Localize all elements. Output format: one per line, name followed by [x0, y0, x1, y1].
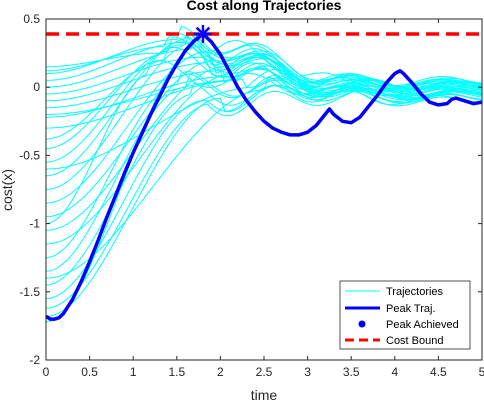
legend-box — [339, 280, 471, 350]
x-tick-label: 0.5 — [81, 365, 98, 379]
y-tick-label: -2 — [29, 353, 40, 367]
trajectory-line — [45, 81, 483, 286]
trajectory-line — [45, 74, 483, 170]
trajectory-line — [45, 52, 483, 218]
x-tick-label: 4.5 — [430, 365, 447, 379]
y-axis-label: cost(x) — [0, 169, 15, 211]
trajectory-line — [45, 89, 483, 309]
x-tick-label: 3 — [304, 365, 311, 379]
axes: 0 0.5 1 1.5 2 2.5 3 3.5 4 4.5 5 -2 -1.5 -1 -0.5 0 0.5 — [19, 12, 484, 379]
trajectory-line — [46, 41, 483, 95]
y-tick-label: -0.5 — [19, 148, 40, 162]
x-tick-label: 1.5 — [168, 365, 185, 379]
trajectory-line — [45, 60, 483, 225]
trajectory-line — [45, 73, 483, 272]
x-axis-label: time — [251, 387, 278, 401]
peak-trajectory-line — [45, 32, 483, 321]
x-tick-label: 3.5 — [343, 365, 360, 379]
legend-swatch-peak-achieved — [358, 320, 366, 328]
trajectory-line — [45, 76, 483, 279]
legend: Trajectories Peak Traj. Peak Achieved Co… — [339, 280, 471, 350]
legend-label-peak-achieved: Peak Achieved — [386, 319, 459, 331]
x-tick-label: 2 — [217, 365, 224, 379]
trajectory-line — [45, 66, 483, 118]
trajectory-line — [45, 71, 483, 259]
trajectory-line — [45, 35, 483, 163]
trajectory-line — [45, 68, 483, 115]
x-tick-label: 1 — [130, 365, 137, 379]
x-tick-label: 0 — [43, 365, 50, 379]
legend-label-peak-traj: Peak Traj. — [386, 303, 436, 315]
plot-layer — [45, 25, 483, 321]
trajectory-lines — [45, 25, 483, 323]
chart-title: Cost along Trajectories — [187, 0, 342, 13]
x-tick-label: 2.5 — [256, 365, 273, 379]
legend-label-trajectories: Trajectories — [386, 286, 444, 298]
y-tick-label: -1.5 — [19, 285, 40, 299]
legend-label-cost-bound: Cost Bound — [386, 335, 443, 347]
x-tick-label: 5 — [479, 365, 484, 379]
peak-achieved-marker — [193, 25, 212, 44]
x-tick-label: 4 — [391, 365, 398, 379]
y-tick-label: 0.5 — [23, 12, 40, 26]
y-tick-label: 0 — [33, 80, 40, 94]
trajectory-line — [45, 82, 483, 317]
trajectory-line — [45, 32, 483, 177]
y-tick-label: -1 — [29, 217, 40, 231]
trajectory-line — [45, 40, 483, 323]
